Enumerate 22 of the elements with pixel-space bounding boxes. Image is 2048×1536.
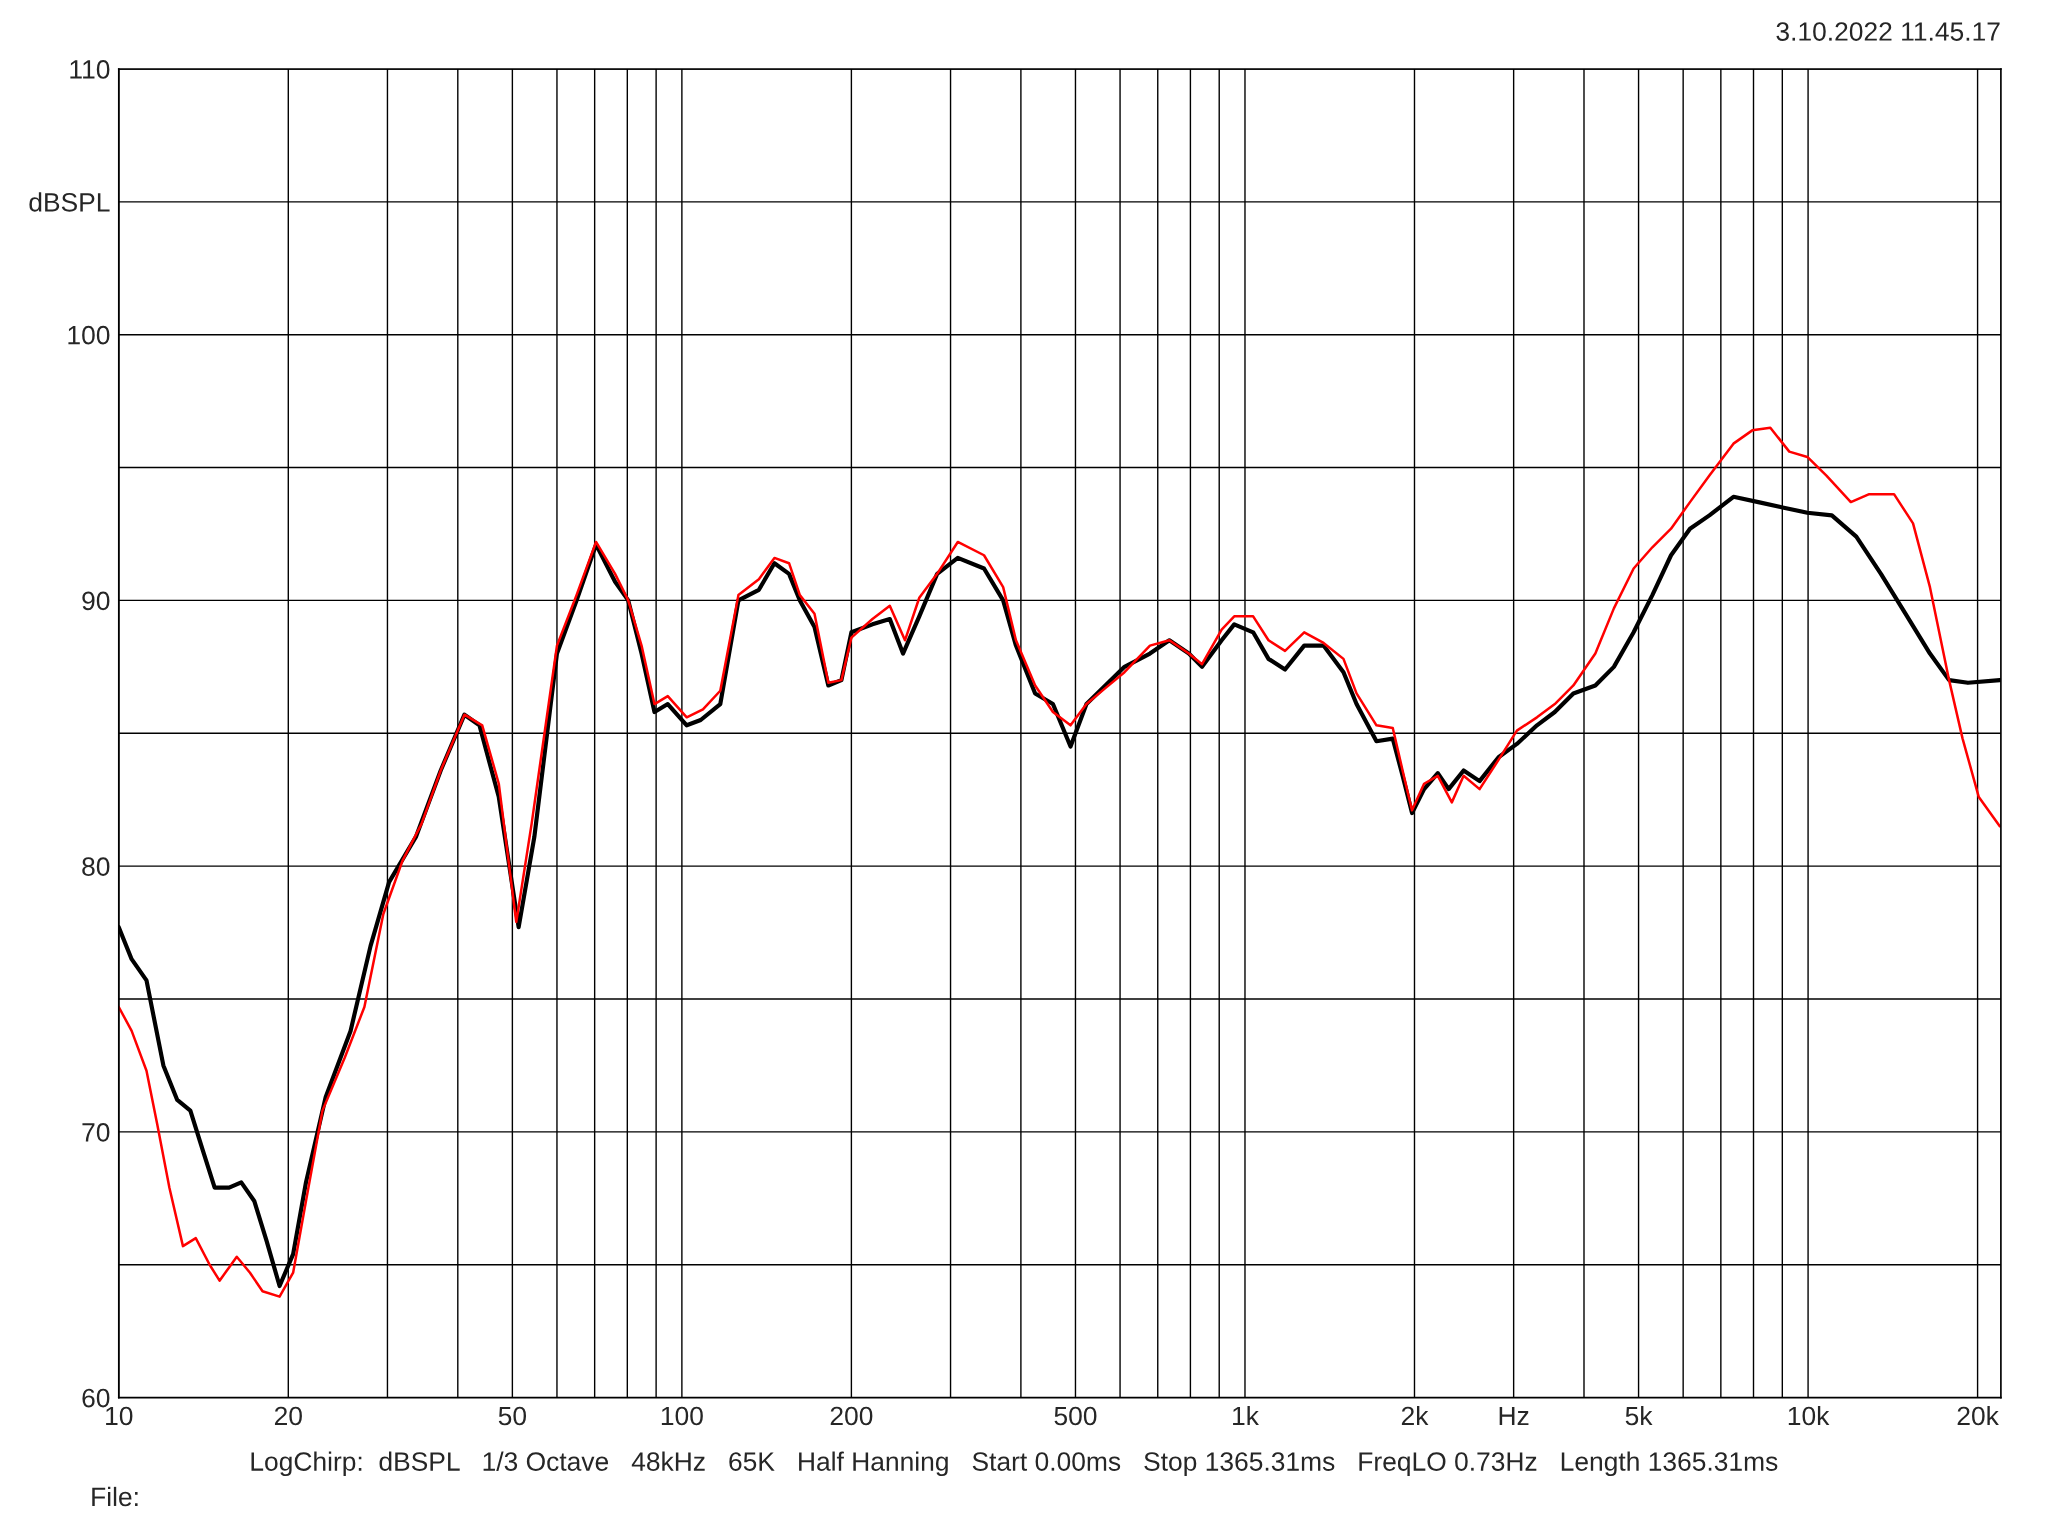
y-tick-label: dBSPL — [29, 192, 110, 212]
x-tick-label: 500 — [1054, 1406, 1097, 1426]
x-tick-label: 20 — [274, 1406, 302, 1426]
x-tick-label: 200 — [830, 1406, 873, 1426]
x-tick-label: 2k — [1401, 1405, 1429, 1426]
y-tick-label: 100 — [68, 325, 110, 345]
x-tick-label: 50 — [498, 1406, 527, 1426]
x-tick-label: 1k — [1233, 1405, 1259, 1426]
y-tick-label: 60 — [82, 1388, 110, 1408]
y-tick-label: 90 — [82, 591, 110, 611]
text: LogChirp: dBSPL 1/3 Octave 48kHz 65K Half Hanning Start 0.00ms Stop 1365.31ms FreqLO 0.73Hz Length 1365.31ms — [251, 1451, 1778, 1477]
y-tick-label: 70 — [82, 1123, 110, 1142]
x-tick-label: 20k — [1957, 1405, 1999, 1426]
x-tick-label: 100 — [661, 1406, 703, 1426]
x-tick-label: 10 — [106, 1406, 133, 1426]
text: File: — [92, 1486, 138, 1507]
y-tick-label: 80 — [82, 857, 110, 876]
text: 3.10.2022 11.45.17 — [1776, 22, 2000, 41]
y-tick-label: 110 — [70, 60, 110, 79]
x-tick-label: Hz — [1499, 1406, 1529, 1426]
x-tick-label: 10k — [1788, 1405, 1830, 1426]
x-tick-label: 5k — [1625, 1405, 1653, 1426]
